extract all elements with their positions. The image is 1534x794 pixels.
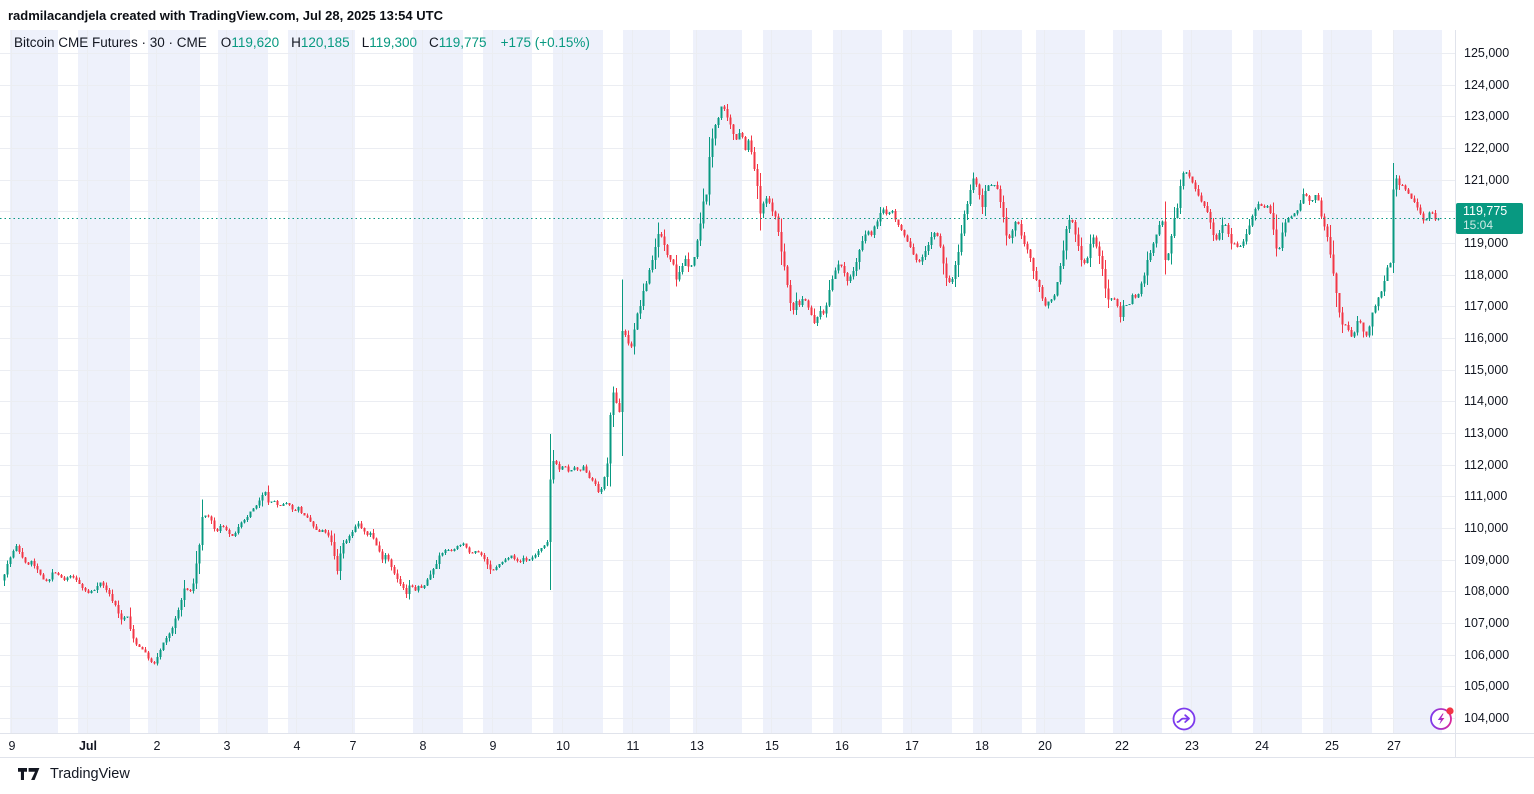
- price-label: 113,000: [1464, 426, 1509, 440]
- price-label: 106,000: [1464, 647, 1510, 662]
- price-label: 110,000: [1464, 521, 1509, 535]
- ohlc-values: O119,620 H120,185 L119,300 C119,775: [221, 35, 487, 50]
- price-label: 112,000: [1464, 457, 1509, 472]
- price-label: 118,000: [1464, 267, 1509, 282]
- time-label: 8: [419, 739, 427, 753]
- time-label: 4: [293, 739, 301, 753]
- attribution-text: radmilacandjela created with TradingView…: [8, 8, 443, 23]
- time-label: 7: [349, 739, 357, 753]
- symbol-legend[interactable]: Bitcoin CME Futures · 30 · CME O119,620 …: [14, 35, 590, 50]
- price-label: 105,000: [1464, 679, 1510, 694]
- time-label: 16: [835, 739, 849, 753]
- time-label: 20: [1038, 739, 1052, 753]
- time-label: 23: [1185, 739, 1199, 753]
- alert-dot: [1446, 707, 1454, 715]
- price-label: 123,000: [1464, 109, 1510, 124]
- open-value: O119,620: [220, 35, 280, 50]
- footer-separator: [0, 757, 1534, 758]
- time-label: 9: [489, 739, 497, 753]
- high-value: H120,185: [291, 35, 350, 50]
- bar-countdown: 15:04: [1463, 218, 1494, 232]
- price-label: 109,000: [1464, 552, 1510, 567]
- low-value: L119,300: [361, 35, 418, 50]
- time-label: 10: [556, 739, 570, 753]
- price-label: 119,000: [1464, 236, 1509, 250]
- tradingview-attribution[interactable]: TradingView: [18, 766, 130, 782]
- time-label: 27: [1387, 739, 1401, 753]
- flash-alert-icon[interactable]: [1427, 703, 1457, 733]
- price-label: 121,000: [1464, 172, 1510, 187]
- time-axis-separator: [0, 733, 1534, 734]
- time-label: 18: [975, 739, 989, 753]
- time-label: 11: [626, 739, 640, 753]
- tradingview-brand-text: TradingView: [50, 766, 130, 782]
- session-bands: [10, 30, 1442, 733]
- price-label: 115,000: [1464, 362, 1509, 377]
- change-value: +175 (+0.15%): [500, 35, 590, 50]
- price-axis-separator: [1455, 30, 1456, 757]
- time-label: Jul: [78, 739, 98, 753]
- price-label: 122,000: [1464, 141, 1510, 155]
- time-label: 9: [8, 739, 16, 753]
- price-label: 124,000: [1464, 77, 1510, 92]
- price-label: 125,000: [1464, 46, 1510, 60]
- last-price-badge: 119,775 15:04: [1456, 203, 1523, 234]
- last-price-value: 119,775: [1463, 204, 1508, 218]
- price-label: 104,000: [1464, 711, 1510, 725]
- time-label: 22: [1115, 739, 1129, 753]
- tradingview-logo[interactable]: [18, 767, 40, 781]
- time-label: 13: [690, 739, 704, 753]
- grid-lines: [0, 30, 1455, 733]
- price-label: 108,000: [1464, 584, 1510, 599]
- price-label: 117,000: [1464, 299, 1509, 314]
- price-label: 114,000: [1464, 394, 1509, 409]
- time-label: 2: [153, 739, 161, 753]
- time-label: 3: [223, 739, 231, 753]
- price-label: 107,000: [1464, 616, 1510, 630]
- time-label: 15: [765, 739, 779, 753]
- time-label: 24: [1255, 739, 1269, 753]
- price-label: 111,000: [1464, 489, 1508, 504]
- symbol-title[interactable]: Bitcoin CME Futures · 30 · CME: [14, 35, 207, 50]
- close-value: C119,775: [429, 35, 487, 50]
- goto-date-icon[interactable]: [1171, 706, 1197, 732]
- price-label: 116,000: [1464, 331, 1509, 345]
- time-label: 25: [1325, 739, 1339, 753]
- candlestick-series[interactable]: [3, 103, 1440, 666]
- time-label: 17: [905, 739, 919, 753]
